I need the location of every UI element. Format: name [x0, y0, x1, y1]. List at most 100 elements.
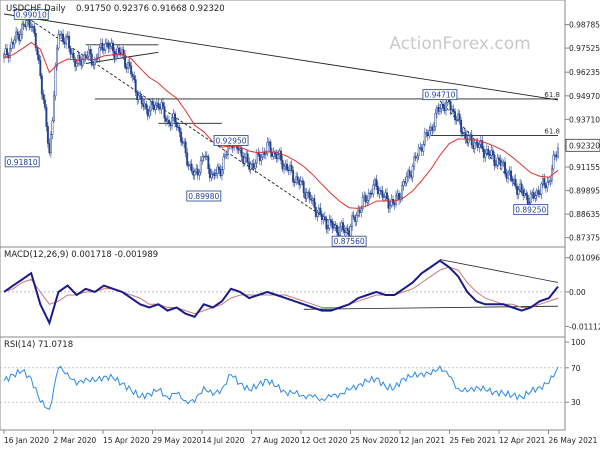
- ohlc-readout: 0.91750 0.92376 0.91668 0.92320: [76, 4, 225, 14]
- candle-body: [124, 55, 127, 68]
- candle-body: [270, 152, 273, 157]
- candle-body: [260, 156, 263, 161]
- candle-body: [296, 176, 299, 181]
- candle-body: [134, 79, 137, 93]
- candle-body: [322, 216, 325, 221]
- candle-body: [413, 156, 416, 167]
- candle-body: [401, 185, 404, 198]
- candle-body: [516, 186, 519, 195]
- candle-body: [22, 23, 25, 26]
- candle-body: [390, 199, 393, 206]
- price-callout-label: 0.92950: [216, 137, 247, 146]
- y-tick-label: 0.91155: [569, 163, 600, 172]
- candle-body: [210, 173, 213, 179]
- candle-body: [494, 164, 497, 167]
- candle-body: [30, 26, 33, 28]
- candle-body: [290, 165, 293, 171]
- candle-body: [78, 55, 81, 61]
- candle-body: [316, 212, 319, 217]
- candle-body: [540, 183, 543, 195]
- candle-body: [381, 190, 384, 198]
- candle-body: [6, 48, 8, 56]
- candle-body: [277, 154, 279, 160]
- rsi-panel: [0, 336, 566, 431]
- candle-body: [266, 142, 269, 154]
- candle-body: [320, 214, 323, 221]
- candle-body: [331, 220, 334, 229]
- candle-body: [484, 153, 487, 158]
- candle-body: [142, 103, 145, 107]
- candle-body: [119, 51, 122, 55]
- x-tick-label: 12 Jan 2021: [400, 436, 445, 445]
- candle-body: [121, 49, 124, 55]
- y-tick-label: 0.96235: [569, 68, 600, 77]
- candle-body: [183, 141, 186, 144]
- candle-body: [59, 34, 61, 36]
- candle-body: [348, 230, 351, 237]
- candle-body: [160, 102, 163, 110]
- candle-body: [201, 156, 204, 162]
- candle-body: [457, 113, 460, 120]
- candle-body: [469, 134, 472, 136]
- price-callout-label: 0.94710: [424, 91, 455, 100]
- candle-body: [351, 215, 354, 227]
- candle-body: [205, 155, 208, 158]
- candle-body: [192, 170, 195, 176]
- candle-body: [487, 149, 490, 155]
- candle-body: [402, 181, 405, 186]
- candle-body: [158, 107, 161, 110]
- candle-body: [99, 42, 102, 48]
- candle-body: [275, 153, 278, 160]
- candle-body: [410, 175, 413, 178]
- candle-body: [199, 160, 202, 173]
- price-callout-label: 0.99010: [16, 10, 47, 19]
- candle-body: [208, 168, 211, 179]
- candle-body: [112, 42, 114, 52]
- candle-body: [57, 34, 60, 49]
- candle-body: [21, 23, 24, 35]
- candle-body: [396, 193, 399, 196]
- y-tick-label: 0.89895: [569, 187, 600, 196]
- x-tick-label: 12 Oct 2020: [301, 436, 348, 445]
- candle-body: [405, 176, 408, 184]
- candle-body: [313, 198, 316, 208]
- candle-body: [154, 104, 157, 110]
- candle-body: [438, 108, 441, 112]
- candle-body: [292, 170, 295, 183]
- candle-body: [357, 209, 360, 216]
- candle-body: [317, 207, 320, 214]
- candle-body: [4, 48, 7, 55]
- candle-body: [490, 150, 493, 156]
- candle-body: [488, 154, 491, 156]
- candlestick-series: [3, 14, 559, 241]
- candle-body: [442, 103, 444, 108]
- candle-body: [532, 192, 535, 199]
- candle-body: [443, 107, 446, 111]
- candle-body: [384, 192, 387, 197]
- dashed-channel-line: [30, 19, 350, 235]
- candle-body: [168, 119, 170, 124]
- candle-body: [367, 192, 370, 201]
- candle-body: [336, 225, 338, 233]
- rsi-line: [3, 364, 559, 410]
- candle-body: [523, 193, 526, 196]
- candle-body: [92, 64, 95, 66]
- candle-body: [143, 103, 146, 107]
- candle-body: [53, 95, 55, 121]
- candle-body: [496, 157, 499, 166]
- candle-body: [301, 180, 304, 183]
- candle-body: [145, 103, 148, 110]
- candle-body: [299, 180, 302, 185]
- candle-body: [25, 20, 28, 27]
- candle-body: [330, 219, 332, 222]
- last-price-label: 0.92320: [569, 141, 600, 150]
- candle-body: [370, 193, 373, 195]
- y-tick-label: 0.94970: [569, 92, 600, 101]
- candle-body: [16, 31, 19, 35]
- candle-body: [361, 196, 364, 209]
- candle-body: [386, 192, 388, 200]
- candle-body: [62, 33, 64, 42]
- candle-body: [528, 202, 531, 204]
- candle-body: [432, 126, 435, 131]
- candle-body: [213, 172, 216, 176]
